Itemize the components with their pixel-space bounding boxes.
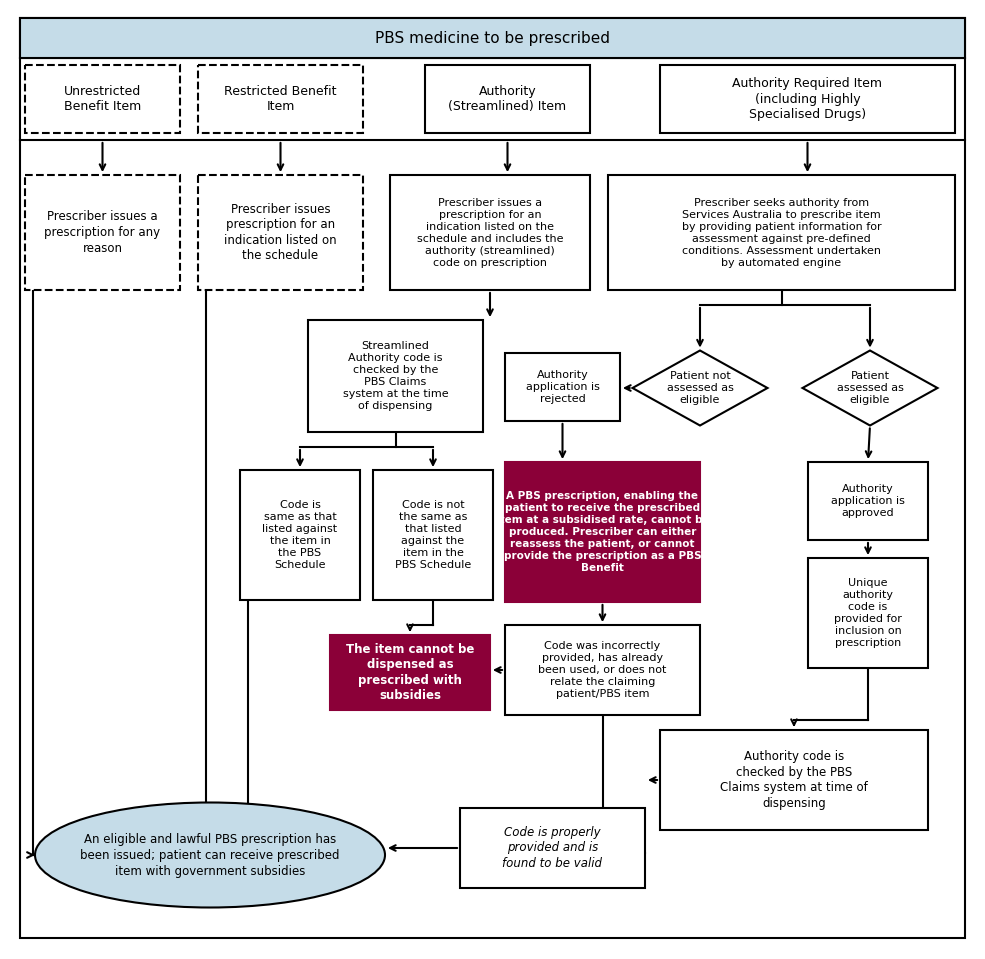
Text: Code is
same as that
listed against
the item in
the PBS
Schedule: Code is same as that listed against the … xyxy=(262,500,338,570)
FancyBboxPatch shape xyxy=(25,175,180,290)
Text: Authority
application is
approved: Authority application is approved xyxy=(831,484,905,518)
Text: Authority code is
checked by the PBS
Claims system at time of
dispensing: Authority code is checked by the PBS Cla… xyxy=(720,750,868,809)
FancyBboxPatch shape xyxy=(198,65,363,133)
FancyBboxPatch shape xyxy=(808,462,928,540)
FancyBboxPatch shape xyxy=(373,470,493,600)
Text: Streamlined
Authority code is
checked by the
PBS Claims
system at the time
of di: Streamlined Authority code is checked by… xyxy=(343,341,448,411)
Text: Prescriber issues a
prescription for any
reason: Prescriber issues a prescription for any… xyxy=(44,210,161,254)
FancyBboxPatch shape xyxy=(330,635,490,710)
Polygon shape xyxy=(632,350,767,426)
Text: The item cannot be
dispensed as
prescribed with
subsidies: The item cannot be dispensed as prescrib… xyxy=(346,643,474,702)
Text: Authority Required Item
(including Highly
Specialised Drugs): Authority Required Item (including Highl… xyxy=(733,77,883,121)
FancyBboxPatch shape xyxy=(660,730,928,830)
FancyBboxPatch shape xyxy=(505,462,700,602)
FancyBboxPatch shape xyxy=(25,65,180,133)
Text: Prescriber issues
prescription for an
indication listed on
the schedule: Prescriber issues prescription for an in… xyxy=(225,202,337,262)
Text: Prescriber issues a
prescription for an
indication listed on the
schedule and in: Prescriber issues a prescription for an … xyxy=(417,198,563,268)
Text: Code was incorrectly
provided, has already
been used, or does not
relate the cla: Code was incorrectly provided, has alrea… xyxy=(539,641,667,699)
Text: Code is properly
provided and is
found to be valid: Code is properly provided and is found t… xyxy=(502,826,603,870)
FancyBboxPatch shape xyxy=(460,808,645,888)
Text: Code is not
the same as
that listed
against the
item in the
PBS Schedule: Code is not the same as that listed agai… xyxy=(395,500,471,570)
Text: Restricted Benefit
Item: Restricted Benefit Item xyxy=(225,84,337,113)
FancyBboxPatch shape xyxy=(808,558,928,668)
Text: Authority
application is
rejected: Authority application is rejected xyxy=(526,370,600,404)
Text: Unrestricted
Benefit Item: Unrestricted Benefit Item xyxy=(64,84,141,113)
Text: Unique
authority
code is
provided for
inclusion on
prescription: Unique authority code is provided for in… xyxy=(834,578,902,648)
Text: Prescriber seeks authority from
Services Australia to prescribe item
by providin: Prescriber seeks authority from Services… xyxy=(682,198,882,268)
FancyBboxPatch shape xyxy=(608,175,955,290)
Text: Patient not
assessed as
eligible: Patient not assessed as eligible xyxy=(667,371,734,405)
FancyBboxPatch shape xyxy=(308,320,483,432)
FancyBboxPatch shape xyxy=(20,18,965,58)
FancyBboxPatch shape xyxy=(505,625,700,715)
Ellipse shape xyxy=(35,803,385,907)
Polygon shape xyxy=(803,350,938,426)
Text: A PBS prescription, enabling the
patient to receive the prescribed
item at a sub: A PBS prescription, enabling the patient… xyxy=(495,491,709,573)
FancyBboxPatch shape xyxy=(240,470,360,600)
Text: An eligible and lawful PBS prescription has
been issued; patient can receive pre: An eligible and lawful PBS prescription … xyxy=(80,832,340,877)
FancyBboxPatch shape xyxy=(505,353,620,421)
FancyBboxPatch shape xyxy=(425,65,590,133)
Text: PBS medicine to be prescribed: PBS medicine to be prescribed xyxy=(375,31,610,45)
FancyBboxPatch shape xyxy=(20,18,965,938)
FancyBboxPatch shape xyxy=(660,65,955,133)
FancyBboxPatch shape xyxy=(198,175,363,290)
FancyBboxPatch shape xyxy=(390,175,590,290)
Text: Authority
(Streamlined) Item: Authority (Streamlined) Item xyxy=(448,84,566,113)
Text: Patient
assessed as
eligible: Patient assessed as eligible xyxy=(836,371,903,405)
